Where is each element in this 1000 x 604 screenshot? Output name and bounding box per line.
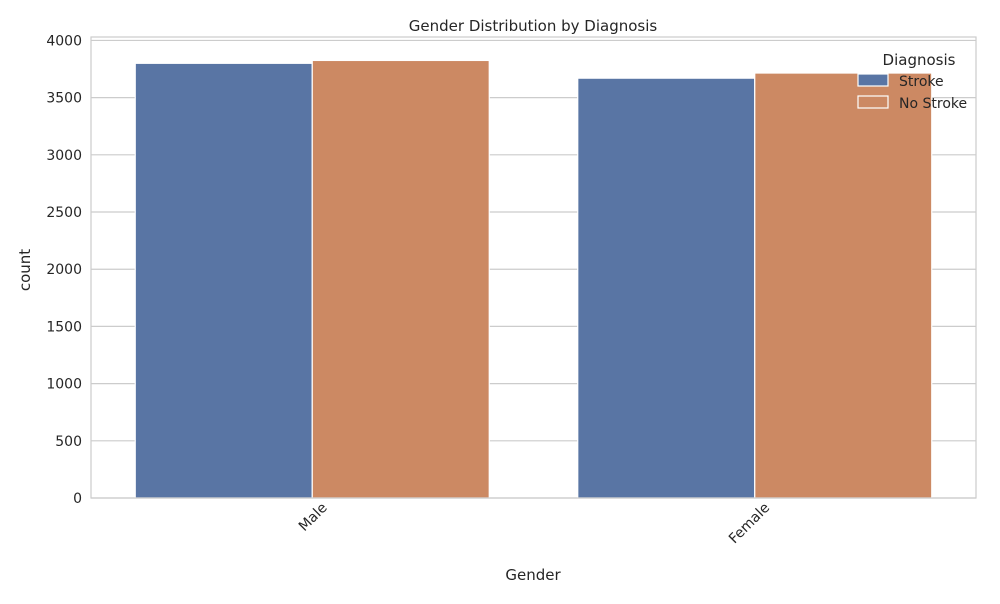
- y-tick-label: 0: [73, 491, 82, 507]
- bar-female-no-stroke: [754, 72, 933, 499]
- bar-male-stroke: [134, 62, 313, 499]
- x-axis-label: Gender: [505, 566, 561, 584]
- y-tick-label: 2000: [46, 262, 82, 278]
- bar-female-stroke: [577, 77, 756, 499]
- y-tick-labels: 0 500 1000 1500 2000 2500 3000 3500 4000: [46, 33, 82, 507]
- x-tick-label: Female: [726, 500, 773, 547]
- y-tick-label: 3500: [46, 91, 82, 107]
- legend-swatch-stroke: [857, 73, 889, 87]
- y-tick-label: 3000: [46, 148, 82, 164]
- plot-frame: [90, 36, 977, 499]
- bars: [134, 59, 933, 499]
- x-tick-labels: Male Female: [296, 500, 773, 547]
- legend-swatch-no-stroke: [857, 95, 889, 109]
- legend-label: Stroke: [899, 74, 944, 90]
- y-tick-label: 2500: [46, 205, 82, 221]
- y-tick-label: 1500: [46, 319, 82, 335]
- legend: Diagnosis Stroke No Stroke: [857, 51, 967, 112]
- legend-items: Stroke No Stroke: [857, 73, 967, 112]
- bar-male-no-stroke: [311, 59, 490, 499]
- y-tick-label: 4000: [46, 33, 82, 49]
- legend-title: Diagnosis: [883, 51, 956, 69]
- y-tick-label: 1000: [46, 377, 82, 393]
- chart-title: Gender Distribution by Diagnosis: [409, 17, 658, 35]
- y-axis-label: count: [16, 249, 34, 291]
- legend-label: No Stroke: [899, 96, 967, 112]
- y-tick-label: 500: [55, 434, 82, 450]
- x-tick-label: Male: [296, 500, 331, 535]
